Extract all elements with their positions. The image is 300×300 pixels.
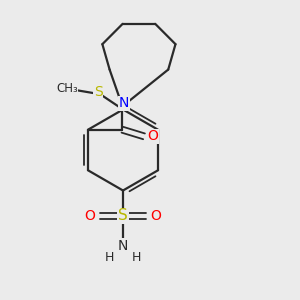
Text: S: S	[94, 85, 103, 99]
Text: O: O	[151, 209, 161, 223]
Text: O: O	[85, 209, 95, 223]
Text: CH₃: CH₃	[56, 82, 78, 95]
Text: H: H	[105, 250, 114, 264]
Text: S: S	[118, 208, 128, 224]
Text: H: H	[132, 250, 141, 264]
Text: N: N	[118, 239, 128, 253]
Text: N: N	[118, 96, 129, 110]
Text: O: O	[147, 129, 158, 143]
